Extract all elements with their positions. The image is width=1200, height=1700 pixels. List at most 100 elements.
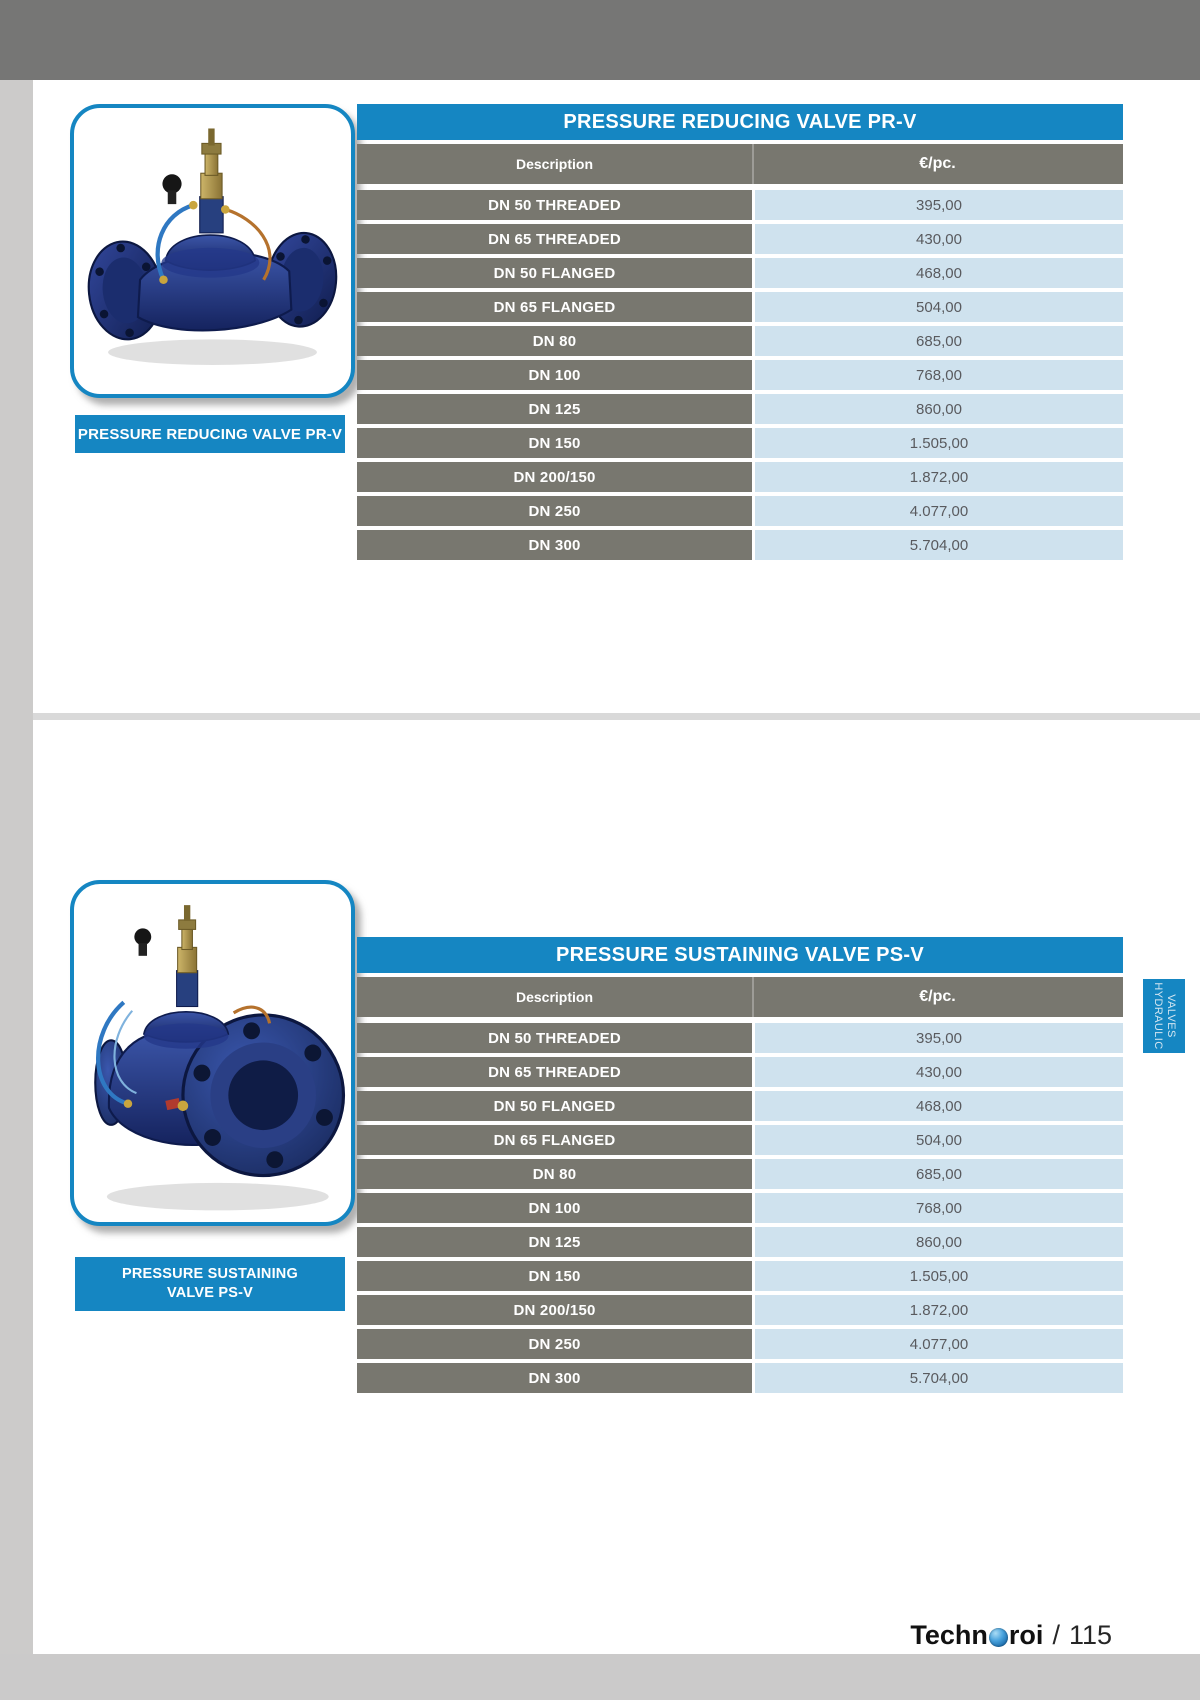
row-price: 860,00 xyxy=(755,394,1123,424)
row-price: 1.872,00 xyxy=(755,1295,1123,1325)
column-header-description: Description xyxy=(515,156,593,172)
hydraulic-valves-side-tab: HYDRAULIC VALVES xyxy=(1143,979,1185,1053)
row-price: 1.872,00 xyxy=(755,462,1123,492)
row-description: DN 100 xyxy=(357,360,752,390)
table-rows: DN 50 THREADED 395,00 DN 65 THREADED 430… xyxy=(357,190,1123,560)
row-price: 430,00 xyxy=(755,1057,1123,1087)
row-description: DN 125 xyxy=(357,394,752,424)
row-description: DN 50 FLANGED xyxy=(357,258,752,288)
row-price: 504,00 xyxy=(755,292,1123,322)
product-photo-frame xyxy=(70,880,355,1226)
row-price: 4.077,00 xyxy=(755,496,1123,526)
row-description: DN 200/150 xyxy=(357,1295,752,1325)
row-price: 468,00 xyxy=(755,1091,1123,1121)
side-tab-line: VALVES xyxy=(1165,994,1177,1038)
price-table-pr-v: PRESSURE REDUCING VALVE PR-V Description… xyxy=(357,104,1123,564)
table-row: DN 80 685,00 xyxy=(357,326,1123,356)
row-price: 1.505,00 xyxy=(755,1261,1123,1291)
table-row: DN 250 4.077,00 xyxy=(357,1329,1123,1359)
row-description: DN 65 FLANGED xyxy=(357,1125,752,1155)
brand-name-part: roi xyxy=(1008,1619,1044,1650)
column-header-description: Description xyxy=(515,989,593,1005)
row-description: DN 250 xyxy=(357,496,752,526)
row-description: DN 125 xyxy=(357,1227,752,1257)
table-row: DN 150 1.505,00 xyxy=(357,1261,1123,1291)
table-row: DN 50 FLANGED 468,00 xyxy=(357,258,1123,288)
top-banner xyxy=(0,0,1200,80)
table-row: DN 65 THREADED 430,00 xyxy=(357,1057,1123,1087)
table-subheader: Description €/pc. xyxy=(357,977,1123,1017)
row-description: DN 300 xyxy=(357,1363,752,1393)
column-header-price: €/pc. xyxy=(919,988,956,1005)
table-title: PRESSURE REDUCING VALVE PR-V xyxy=(357,104,1123,140)
row-price: 5.704,00 xyxy=(755,530,1123,560)
table-row: DN 250 4.077,00 xyxy=(357,496,1123,526)
table-row: DN 50 THREADED 395,00 xyxy=(357,1023,1123,1053)
row-description: DN 50 THREADED xyxy=(357,1023,752,1053)
row-price: 685,00 xyxy=(755,1159,1123,1189)
table-subheader: Description €/pc. xyxy=(357,144,1123,184)
table-row: DN 65 FLANGED 504,00 xyxy=(357,292,1123,322)
table-row: DN 50 THREADED 395,00 xyxy=(357,190,1123,220)
row-price: 685,00 xyxy=(755,326,1123,356)
pressure-reducing-valve-photo xyxy=(87,128,338,365)
table-row: DN 100 768,00 xyxy=(357,360,1123,390)
table-row: DN 100 768,00 xyxy=(357,1193,1123,1223)
row-description: DN 100 xyxy=(357,1193,752,1223)
footer-separator: / xyxy=(1052,1619,1060,1650)
row-price: 395,00 xyxy=(755,1023,1123,1053)
brand-name-part: Techn xyxy=(910,1619,988,1650)
row-description: DN 65 THREADED xyxy=(357,224,752,254)
row-price: 5.704,00 xyxy=(755,1363,1123,1393)
table-row: DN 300 5.704,00 xyxy=(357,530,1123,560)
table-title: PRESSURE SUSTAINING VALVE PS-V xyxy=(357,937,1123,973)
page-number: 115 xyxy=(1068,1619,1112,1650)
bottom-margin xyxy=(0,1654,1200,1700)
side-tab-line: HYDRAULIC xyxy=(1152,982,1164,1050)
table-row: DN 65 FLANGED 504,00 xyxy=(357,1125,1123,1155)
row-description: DN 150 xyxy=(357,428,752,458)
globe-icon xyxy=(988,1627,1008,1647)
row-price: 430,00 xyxy=(755,224,1123,254)
product-caption-ps-v: PRESSURE SUSTAINING VALVE PS-V xyxy=(75,1257,345,1311)
row-price: 1.505,00 xyxy=(755,428,1123,458)
row-description: DN 300 xyxy=(357,530,752,560)
row-description: DN 65 FLANGED xyxy=(357,292,752,322)
caption-line: VALVE PS-V xyxy=(166,1285,254,1301)
table-row: DN 150 1.505,00 xyxy=(357,428,1123,458)
row-price: 468,00 xyxy=(755,258,1123,288)
row-price: 768,00 xyxy=(755,1193,1123,1223)
column-header-price: €/pc. xyxy=(919,155,956,172)
product-caption-pr-v: PRESSURE REDUCING VALVE PR-V xyxy=(75,415,345,453)
row-description: DN 80 xyxy=(357,1159,752,1189)
row-description: DN 150 xyxy=(357,1261,752,1291)
table-row: DN 200/150 1.872,00 xyxy=(357,1295,1123,1325)
row-description: DN 250 xyxy=(357,1329,752,1359)
table-rows: DN 50 THREADED 395,00 DN 65 THREADED 430… xyxy=(357,1023,1123,1393)
left-margin xyxy=(0,80,33,1700)
row-description: DN 80 xyxy=(357,326,752,356)
row-price: 4.077,00 xyxy=(755,1329,1123,1359)
table-row: DN 300 5.704,00 xyxy=(357,1363,1123,1393)
row-price: 504,00 xyxy=(755,1125,1123,1155)
table-row: DN 200/150 1.872,00 xyxy=(357,462,1123,492)
table-row: DN 50 FLANGED 468,00 xyxy=(357,1091,1123,1121)
price-table-ps-v: PRESSURE SUSTAINING VALVE PS-V Descripti… xyxy=(357,937,1123,1397)
row-description: DN 200/150 xyxy=(357,462,752,492)
section-divider xyxy=(33,713,1200,720)
table-row: DN 65 THREADED 430,00 xyxy=(357,224,1123,254)
caption-line: PRESSURE SUSTAINING xyxy=(122,1265,298,1282)
row-price: 768,00 xyxy=(755,360,1123,390)
row-price: 860,00 xyxy=(755,1227,1123,1257)
row-description: DN 65 THREADED xyxy=(357,1057,752,1087)
row-description: DN 50 FLANGED xyxy=(357,1091,752,1121)
table-row: DN 125 860,00 xyxy=(357,1227,1123,1257)
pressure-sustaining-valve-photo xyxy=(94,905,346,1211)
row-description: DN 50 THREADED xyxy=(357,190,752,220)
page-footer: Techn roi / 115 xyxy=(910,1618,1112,1652)
product-photo-frame xyxy=(70,104,355,398)
table-row: DN 80 685,00 xyxy=(357,1159,1123,1189)
row-price: 395,00 xyxy=(755,190,1123,220)
table-row: DN 125 860,00 xyxy=(357,394,1123,424)
